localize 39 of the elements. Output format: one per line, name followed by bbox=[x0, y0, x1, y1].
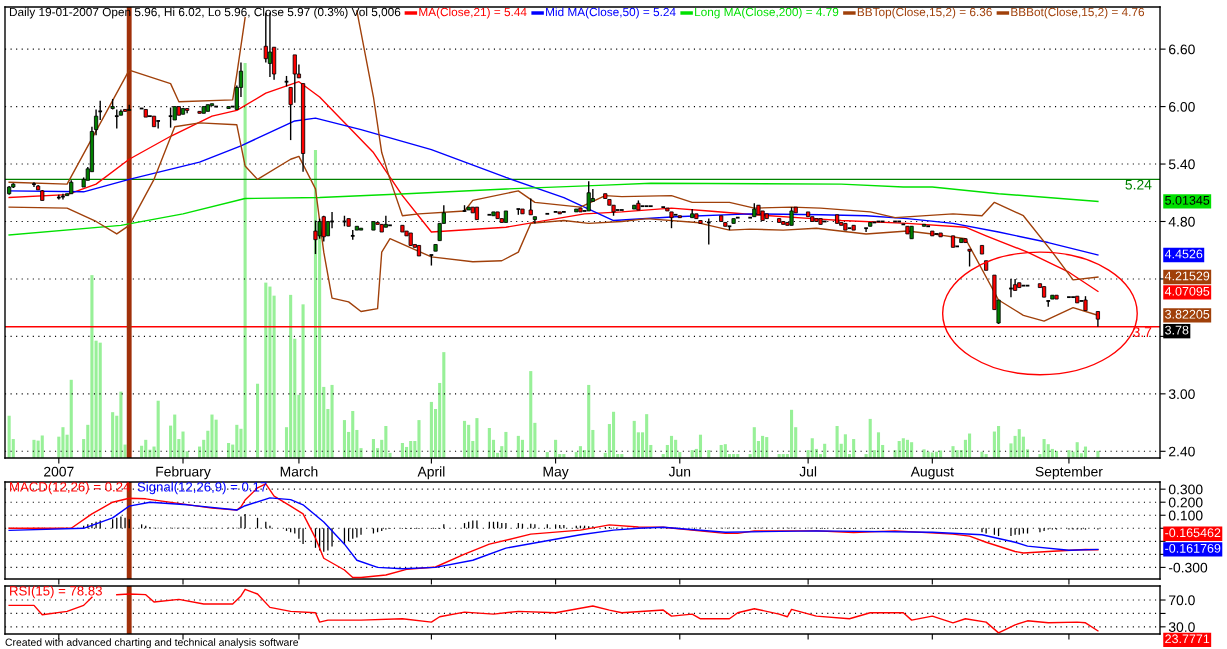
text: 23.7771 bbox=[1165, 634, 1210, 644]
text: 3.78 bbox=[1165, 325, 1189, 335]
ref-line-label: 5.24 bbox=[1125, 179, 1152, 190]
legend-label: MA(Close,21) = 5.44 bbox=[419, 7, 527, 19]
y-tick-label: 5.40 bbox=[1168, 159, 1195, 170]
text: Created with advanced charting and technical analysis software bbox=[5, 638, 299, 648]
x-tick-label: May bbox=[543, 466, 569, 480]
text: 4.4526 bbox=[1164, 249, 1203, 259]
text: 3.82205 bbox=[1165, 309, 1210, 319]
y-tick-label: 3.00 bbox=[1168, 389, 1195, 400]
text: 4.21529 bbox=[1164, 271, 1210, 281]
text: -0.165462 bbox=[1165, 528, 1221, 538]
legend-label: BBBot(Close,15,2) = 4.76 bbox=[1011, 7, 1145, 19]
legend-label: BBTop(Close,15,2) = 6.36 bbox=[857, 7, 992, 19]
y-tick-label: 6.00 bbox=[1169, 101, 1195, 112]
y-tick-label: 6.60 bbox=[1169, 44, 1195, 55]
y-tick-label: 0.300 bbox=[1168, 484, 1203, 495]
x-tick-label: 2007 bbox=[44, 466, 74, 477]
x-tick-label: Jul bbox=[799, 466, 817, 477]
legend-label: Long MA(Close,200) = 4.79 bbox=[695, 7, 839, 19]
y-tick-label: -0.300 bbox=[1168, 562, 1208, 573]
y-tick-label: 30.0 bbox=[1168, 622, 1195, 632]
x-tick-label: March bbox=[280, 466, 318, 477]
y-tick-label: 2.40 bbox=[1169, 446, 1195, 457]
x-tick-label: August bbox=[910, 466, 954, 480]
x-tick-label: April bbox=[417, 466, 445, 480]
x-tick-label: February bbox=[156, 466, 211, 480]
x-tick-label: September bbox=[1035, 466, 1103, 480]
y-tick-label: 4.80 bbox=[1168, 216, 1195, 227]
y-tick-label: 0.200 bbox=[1168, 497, 1203, 508]
text: 4.07095 bbox=[1164, 286, 1210, 296]
legend-label: Mid MA(Close,50) = 5.24 bbox=[546, 7, 676, 19]
y-tick-label: 70.0 bbox=[1169, 595, 1195, 606]
series-label: RSI(15) = 78.83 bbox=[10, 585, 102, 599]
text: 5.01345 bbox=[1165, 195, 1210, 205]
text: -0.161769 bbox=[1165, 543, 1221, 553]
x-tick-label: Jun bbox=[668, 466, 691, 477]
ref-line-label: 3.7 bbox=[1133, 327, 1152, 338]
y-tick-label: 0.100 bbox=[1168, 510, 1203, 521]
